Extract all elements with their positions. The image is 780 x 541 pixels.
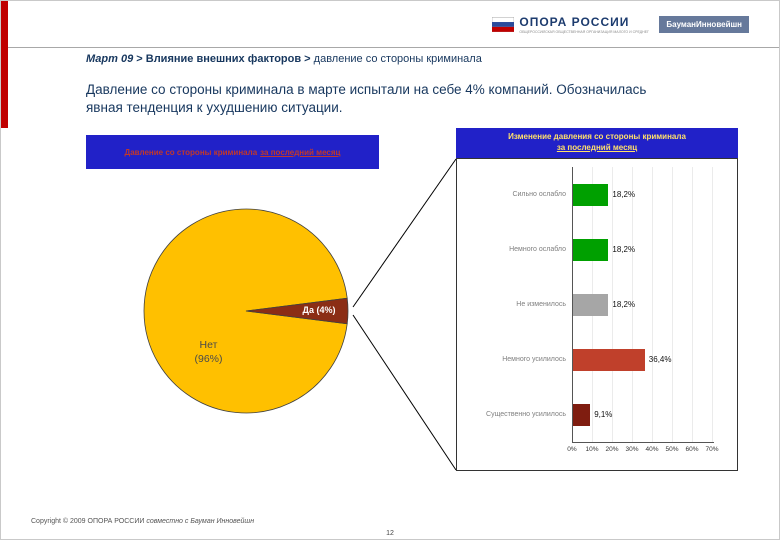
x-tick-label: 10%	[585, 446, 599, 453]
opora-logo: ОПОРА РОССИИ ОБЩЕРОССИЙСКАЯ ОБЩЕСТВЕННАЯ…	[492, 15, 649, 34]
x-axis-line	[572, 442, 714, 443]
bar-row: Не изменилось 18,2%	[457, 277, 737, 332]
bar-category-label: Немного ослабло	[509, 246, 566, 253]
bauman-logo: БауманИнновейшн	[659, 16, 749, 33]
pie-header-underlined: за последний месяц	[260, 147, 341, 157]
breadcrumb-current: давление со стороны криминала	[313, 53, 482, 65]
opora-flag-icon	[492, 17, 515, 32]
gridline	[652, 167, 653, 442]
bar-value-label: 18,2%	[612, 300, 636, 309]
x-tick-label: 20%	[605, 446, 619, 453]
pie-label-no-line1: Нет	[199, 339, 218, 351]
x-tick-label: 60%	[685, 446, 699, 453]
bar-row: Немного усилилось 36,4%	[457, 332, 737, 387]
bar-category-label: Немного усилилось	[502, 356, 566, 363]
opora-tagline: ОБЩЕРОССИЙСКАЯ ОБЩЕСТВЕННАЯ ОРГАНИЗАЦИЯ …	[519, 30, 649, 34]
pie-label-yes: Да (4%)	[302, 305, 336, 315]
page-number: 12	[386, 530, 394, 537]
bar-chart-header: Изменение давления со стороны криминала …	[456, 128, 738, 158]
gridline	[672, 167, 673, 442]
opora-logo-text: ОПОРА РОССИИ	[519, 15, 630, 29]
logo-area: ОПОРА РОССИИ ОБЩЕРОССИЙСКАЯ ОБЩЕСТВЕННАЯ…	[492, 15, 749, 34]
pie-slice-no	[143, 208, 348, 414]
breadcrumb: Март 09 > Влияние внешних факторов > дав…	[86, 53, 482, 65]
gridline	[632, 167, 633, 442]
gridline	[692, 167, 693, 442]
gridline	[612, 167, 613, 442]
bar-row: Существенно усилилось 9,1%	[457, 387, 737, 442]
y-axis-line	[572, 167, 573, 442]
bar-fill	[572, 403, 591, 426]
pie-header-text: Давление со стороны криминала	[124, 147, 258, 157]
bar-fill	[572, 238, 609, 261]
footer-partner-text: совместно с Бауман Инновейшн	[146, 518, 255, 525]
pie-chart-header: Давление со стороны криминала за последн…	[86, 135, 379, 169]
bar-category-label: Сильно ослабло	[512, 191, 566, 198]
x-tick-label: 50%	[665, 446, 679, 453]
pie-chart: Да (4%) Нет (96%)	[141, 206, 351, 416]
breadcrumb-section: > Влияние внешних факторов >	[133, 53, 314, 65]
x-tick-label: 40%	[645, 446, 659, 453]
bar-rows: Сильно ослабло 18,2% Немного ослабло 18,…	[457, 167, 737, 442]
bar-fill	[572, 293, 609, 316]
bar-value-label: 9,1%	[594, 410, 613, 419]
bar-header-underlined: за последний месяц	[556, 143, 638, 152]
opora-logo-text-block: ОПОРА РОССИИ ОБЩЕРОССИЙСКАЯ ОБЩЕСТВЕННАЯ…	[519, 15, 649, 34]
footer-copyright-text: Copyright © 2009 ОПОРА РОССИИ	[31, 518, 145, 525]
bar-row: Сильно ослабло 18,2%	[457, 167, 737, 222]
gridline	[712, 167, 713, 442]
bar-value-label: 18,2%	[612, 245, 636, 254]
bar-fill	[572, 348, 645, 371]
bar-header-text: Изменение давления со стороны криминала	[508, 132, 686, 142]
x-tick-label: 0%	[567, 446, 577, 453]
pie-label-no-line2: (96%)	[194, 352, 223, 365]
pie-slice-yes	[245, 297, 349, 325]
red-accent-bar	[1, 1, 8, 128]
bar-fill	[572, 183, 609, 206]
pie-label-no: Нет (96%)	[161, 339, 256, 366]
body-text: Давление со стороны криминала в марте ис…	[86, 82, 647, 115]
x-tick-label: 70%	[705, 446, 719, 453]
x-axis-labels: 0% 10% 20% 30% 40% 50% 60% 70%	[457, 446, 737, 458]
x-tick-label: 30%	[625, 446, 639, 453]
breadcrumb-month: Март 09	[86, 53, 134, 65]
bar-category-label: Не изменилось	[516, 301, 566, 308]
bar-category-label: Существенно усилилось	[486, 411, 566, 418]
footer-copyright: Copyright © 2009 ОПОРА РОССИИ совместно …	[31, 518, 254, 525]
bar-row: Немного ослабло 18,2%	[457, 222, 737, 277]
bar-chart-box: Сильно ослабло 18,2% Немного ослабло 18,…	[456, 158, 738, 471]
bar-value-label: 18,2%	[612, 190, 636, 199]
header-rule	[1, 47, 779, 48]
bar-value-label: 36,4%	[648, 355, 672, 364]
